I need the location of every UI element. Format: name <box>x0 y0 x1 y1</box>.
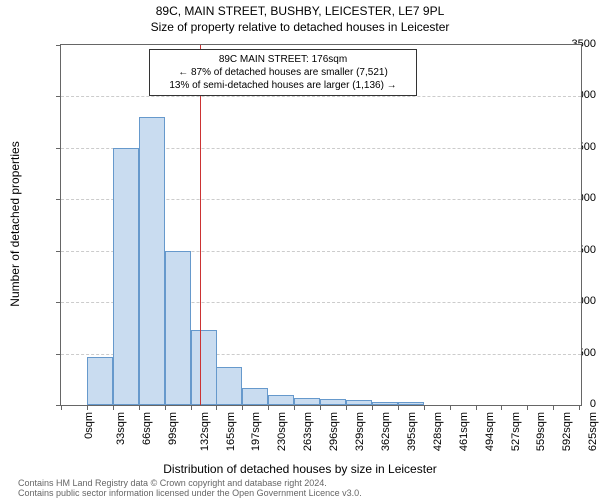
x-tick-label: 559sqm <box>536 412 548 451</box>
grid-line <box>61 96 581 97</box>
histogram-bar <box>268 395 294 405</box>
histogram-bar <box>191 330 217 405</box>
x-tick-mark <box>191 405 192 410</box>
x-tick-mark <box>216 405 217 410</box>
x-tick-label: 625sqm <box>588 412 600 451</box>
x-tick-label: 362sqm <box>380 412 392 451</box>
x-axis-label: Distribution of detached houses by size … <box>0 462 600 476</box>
y-axis-label: Number of detached properties <box>8 141 22 306</box>
y-tick-mark <box>56 45 61 46</box>
x-tick-label: 527sqm <box>510 412 522 451</box>
footer-attribution: Contains HM Land Registry data © Crown c… <box>18 479 362 499</box>
histogram-bar <box>398 402 424 405</box>
plot-area: 89C MAIN STREET: 176sqm← 87% of detached… <box>60 44 582 406</box>
x-tick-mark <box>242 405 243 410</box>
histogram-bar <box>139 117 165 405</box>
x-tick-mark <box>527 405 528 410</box>
x-tick-label: 0sqm <box>83 412 95 439</box>
x-tick-mark <box>294 405 295 410</box>
property-marker-line <box>200 45 201 405</box>
annotation-box: 89C MAIN STREET: 176sqm← 87% of detached… <box>149 49 417 96</box>
x-tick-mark <box>139 405 140 410</box>
histogram-bar <box>113 148 139 405</box>
x-tick-mark <box>87 405 88 410</box>
x-tick-label: 428sqm <box>432 412 444 451</box>
x-tick-mark <box>579 405 580 410</box>
x-tick-mark <box>553 405 554 410</box>
y-tick-mark <box>56 251 61 252</box>
x-tick-mark <box>165 405 166 410</box>
y-tick-mark <box>56 302 61 303</box>
x-tick-label: 33sqm <box>115 412 127 445</box>
x-tick-mark <box>320 405 321 410</box>
annotation-line3: 13% of semi-detached houses are larger (… <box>156 79 410 92</box>
x-tick-label: 329sqm <box>354 412 366 451</box>
histogram-bar <box>216 367 242 405</box>
histogram-bar <box>165 251 191 405</box>
x-tick-mark <box>501 405 502 410</box>
x-tick-mark <box>398 405 399 410</box>
x-tick-mark <box>268 405 269 410</box>
x-tick-mark <box>450 405 451 410</box>
x-tick-mark <box>113 405 114 410</box>
x-tick-label: 395sqm <box>406 412 418 451</box>
x-tick-label: 66sqm <box>141 412 153 445</box>
y-tick-mark <box>56 354 61 355</box>
x-tick-mark <box>476 405 477 410</box>
x-tick-label: 592sqm <box>562 412 574 451</box>
histogram-bar <box>87 357 113 405</box>
footer-line2: Contains public sector information licen… <box>18 489 362 499</box>
x-tick-label: 165sqm <box>225 412 237 451</box>
y-tick-mark <box>56 199 61 200</box>
x-tick-label: 461sqm <box>458 412 470 451</box>
x-tick-label: 263sqm <box>302 412 314 451</box>
annotation-line2: ← 87% of detached houses are smaller (7,… <box>156 66 410 79</box>
annotation-line1: 89C MAIN STREET: 176sqm <box>156 53 410 66</box>
x-tick-label: 494sqm <box>484 412 496 451</box>
x-tick-label: 296sqm <box>328 412 340 451</box>
histogram-bar <box>294 398 320 405</box>
x-tick-label: 99sqm <box>167 412 179 445</box>
title-description: Size of property relative to detached ho… <box>0 20 600 34</box>
y-tick-mark <box>56 96 61 97</box>
x-tick-label: 230sqm <box>276 412 288 451</box>
histogram-bar <box>372 402 398 405</box>
title-address: 89C, MAIN STREET, BUSHBY, LEICESTER, LE7… <box>0 4 600 18</box>
x-tick-mark <box>424 405 425 410</box>
x-tick-mark <box>372 405 373 410</box>
histogram-bar <box>346 400 372 405</box>
y-tick-mark <box>56 148 61 149</box>
histogram-bar <box>320 399 346 405</box>
chart-container: 89C, MAIN STREET, BUSHBY, LEICESTER, LE7… <box>0 0 600 500</box>
x-tick-mark <box>346 405 347 410</box>
x-tick-label: 132sqm <box>199 412 211 451</box>
histogram-bar <box>242 388 268 405</box>
x-tick-label: 197sqm <box>250 412 262 451</box>
x-tick-mark <box>61 405 62 410</box>
